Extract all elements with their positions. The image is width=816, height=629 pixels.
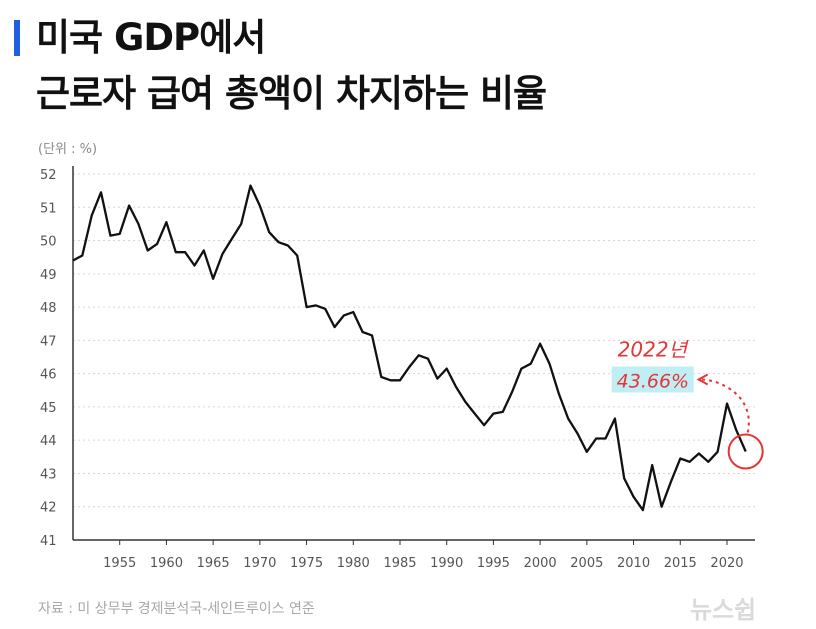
x-tick-label: 2010	[617, 556, 650, 571]
x-tick-label: 1970	[243, 556, 276, 571]
annotation-value-label: 43.66%	[617, 370, 689, 392]
publisher-logo: 뉴스쉽	[690, 596, 757, 624]
y-tick-label: 51	[40, 201, 57, 216]
highlight-circle	[727, 433, 764, 470]
x-tick-label: 1965	[197, 556, 230, 571]
title-line-2: 근로자 급여 총액이 차지하는 비율	[36, 72, 547, 115]
x-tick-label: 2020	[710, 556, 743, 571]
y-tick-label: 50	[40, 235, 57, 250]
x-tick-label: 1960	[150, 556, 183, 571]
y-tick-label: 48	[40, 301, 57, 316]
annotation-arrow	[700, 378, 750, 433]
annotation-year-label: 2022년	[618, 337, 690, 361]
x-tick-label: 1955	[103, 556, 136, 571]
y-tick-label: 41	[40, 534, 57, 549]
y-tick-label: 42	[40, 501, 57, 516]
title-line-1: 미국 GDP에서	[36, 16, 266, 59]
x-tick-label: 1975	[290, 556, 323, 571]
value-highlight-box	[611, 366, 694, 393]
x-tick-label: 1990	[430, 556, 463, 571]
data-series-line	[72, 184, 747, 512]
x-tick-label: 2015	[664, 556, 697, 571]
x-tick-label: 1980	[337, 556, 370, 571]
y-tick-label: 49	[40, 268, 57, 283]
x-tick-label: 2005	[570, 556, 603, 571]
x-tick-label: 2000	[524, 556, 557, 571]
y-tick-label: 52	[40, 168, 57, 183]
chart-title: 미국 GDP에서 근로자 급여 총액이 차지하는 비율	[36, 10, 547, 122]
x-tick-label: 1995	[477, 556, 510, 571]
y-tick-label: 45	[40, 401, 57, 416]
y-tick-label: 46	[40, 368, 57, 383]
arrow-head-icon	[696, 373, 709, 386]
title-accent-bar	[14, 20, 20, 56]
y-tick-label: 44	[40, 434, 57, 449]
y-tick-label: 47	[40, 334, 57, 349]
y-tick-label: 43	[40, 467, 57, 482]
source-note: 자료 : 미 상무부 경제분석국-세인트루이스 연준	[38, 601, 315, 617]
unit-label: (단위 : %)	[38, 142, 98, 157]
x-tick-label: 1985	[383, 556, 416, 571]
